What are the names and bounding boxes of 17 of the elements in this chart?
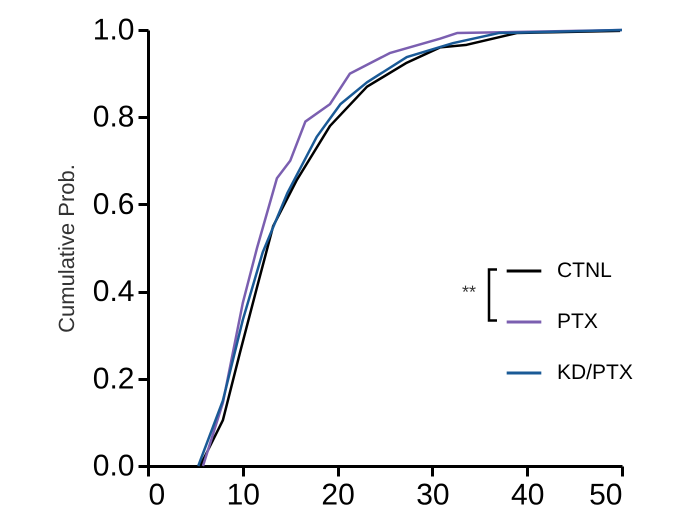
legend-label: KD/PTX (557, 361, 633, 384)
x-tick-label: 10 (226, 478, 260, 512)
y-tick-label: 0.6 (92, 188, 134, 221)
y-tick-label: 0.4 (92, 275, 134, 308)
y-tick-label: 0.8 (92, 100, 134, 134)
x-tick-label: 30 (416, 478, 450, 512)
y-tick-label: 0.2 (92, 362, 134, 396)
x-tick-label: 50 (589, 478, 622, 512)
annotation: ** (462, 282, 476, 303)
x-tick-label: 0 (148, 478, 166, 512)
legend-label: PTX (557, 310, 598, 333)
x-tick-label: 40 (511, 478, 544, 512)
x-tick-label: 20 (321, 478, 355, 512)
legend-label: CTNL (557, 259, 612, 282)
y-tick-label: 0.0 (92, 450, 134, 482)
y-axis-title: Cumulative Prob. (54, 164, 79, 333)
y-tick-label: 1.0 (92, 14, 134, 46)
